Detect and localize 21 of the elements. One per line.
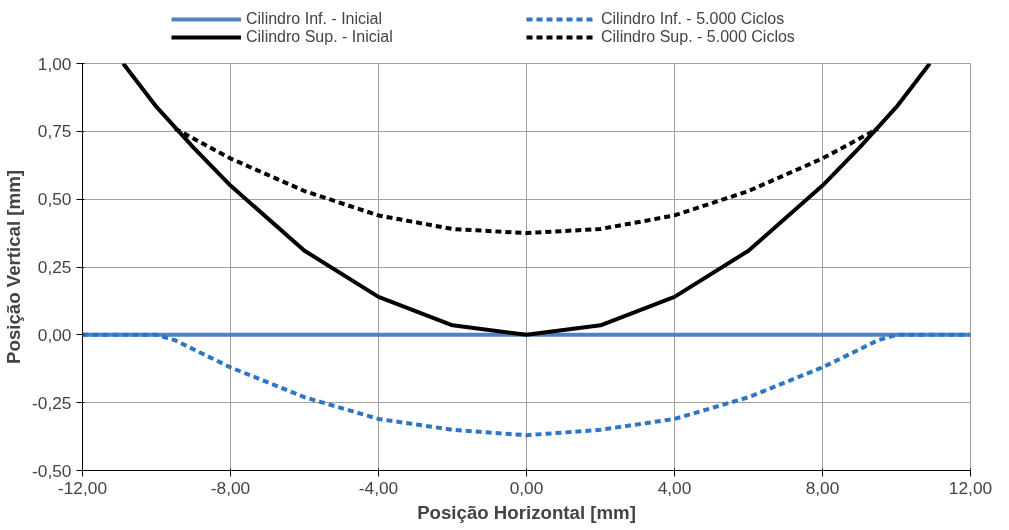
x-tick-label: 0,00 xyxy=(509,477,544,498)
legend-label: Cilindro Inf. - Inicial xyxy=(246,9,384,28)
y-tick-label: -0,25 xyxy=(32,392,72,413)
x-tick-label: 8,00 xyxy=(805,477,840,498)
y-tick-label: 0,00 xyxy=(37,324,72,345)
y-tick-label: 1,00 xyxy=(37,53,72,74)
legend-label: Cilindro Sup. - Inicial xyxy=(246,27,394,46)
x-axis-title: Posição Horizontal [mm] xyxy=(417,501,636,523)
x-tick-label: 4,00 xyxy=(657,477,692,498)
y-axis-title: Posição Vertical [mm] xyxy=(3,170,24,364)
line-series xyxy=(121,63,932,337)
y-tick-label: 0,75 xyxy=(37,121,72,142)
legend-label: Cilindro Inf. - 5.000 Ciclos xyxy=(601,9,786,28)
x-tick-label: -8,00 xyxy=(210,477,251,498)
line-series xyxy=(82,332,971,438)
line-series xyxy=(173,126,880,236)
legend-label: Cilindro Sup. - 5.000 Ciclos xyxy=(601,27,796,46)
y-tick-label: 0,25 xyxy=(37,257,72,277)
y-tick-label: 0,50 xyxy=(37,189,72,210)
x-tick-label: -4,00 xyxy=(358,477,399,498)
x-tick-label: 12,00 xyxy=(948,477,993,498)
